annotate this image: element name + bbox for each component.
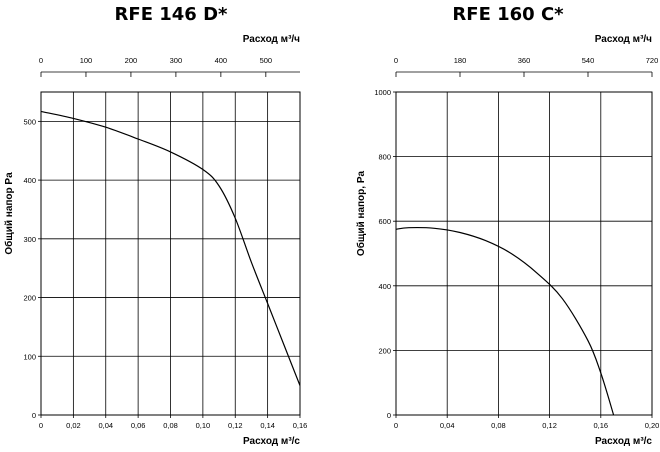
x-tick-label: 0,02 [66,421,81,430]
y-tick-label: 600 [378,217,391,226]
y-tick-label: 200 [23,294,36,303]
x-tick-label: 0,06 [131,421,146,430]
y-tick-label: 800 [378,153,391,162]
top-tick-label: 360 [518,56,531,65]
y-tick-label: 0 [32,411,36,420]
top-tick-label: 300 [170,56,183,65]
x-tick-label: 0,16 [293,421,308,430]
top-tick-label: 180 [454,56,467,65]
x-tick-label: 0 [394,421,398,430]
x-tick-label: 0,04 [440,421,455,430]
chart-2: 0 0,04 0,08 0,12 0,16 0,20 0 200 400 600 800 1000 0 1… [355,34,659,447]
top-tick-label: 500 [260,56,273,65]
x-tick-label: 0,04 [98,421,113,430]
x-tick-label: 0 [39,421,43,430]
y-tick-label: 400 [23,176,36,185]
plot-frame [395,91,653,416]
x-tick-label: 0,14 [260,421,275,430]
top-axis-title: Расход м³/ч [243,34,300,45]
top-tick-label: 720 [646,56,659,65]
performance-curve [395,226,615,416]
top-tick-label: 540 [582,56,595,65]
x-tick-label: 0,12 [228,421,243,430]
x-axis-title: Расход м³/с [243,436,300,447]
x-tick-label: 0,08 [491,421,506,430]
y-tick-label: 1000 [374,88,391,97]
y-tick-label: 100 [23,352,36,361]
y-tick-label: 500 [23,117,36,126]
y-tick-label: 300 [23,235,36,244]
y-axis-title: Общий напор Pa [3,172,15,255]
x-tick-label: 0,10 [196,421,211,430]
top-tick-label: 400 [215,56,228,65]
top-tick-label: 100 [80,56,93,65]
chart-1-title: RFE 146 D* [115,4,229,25]
y-axis-title: Общий напор, Pa [355,171,367,257]
y-tick-label: 0 [387,411,391,420]
chart-2-title: RFE 160 C* [452,4,564,25]
x-tick-label: 0,08 [163,421,178,430]
y-tick-label: 200 [378,346,391,355]
x-tick-label: 0,16 [593,421,608,430]
top-tick-label: 200 [125,56,138,65]
top-axis-title: Расход м³/ч [595,34,652,45]
x-tick-label: 0,12 [542,421,557,430]
x-axis-title: Расход м³/с [595,436,652,447]
performance-curve [40,110,301,386]
top-tick-label: 0 [39,56,43,65]
x-tick-label: 0,20 [645,421,660,430]
top-tick-label: 0 [394,56,398,65]
chart-1: 0 0,02 0,04 0,06 0,08 0,10 0,12 0,14 0,16 0 100 200… [3,34,307,447]
y-tick-label: 400 [378,282,391,291]
